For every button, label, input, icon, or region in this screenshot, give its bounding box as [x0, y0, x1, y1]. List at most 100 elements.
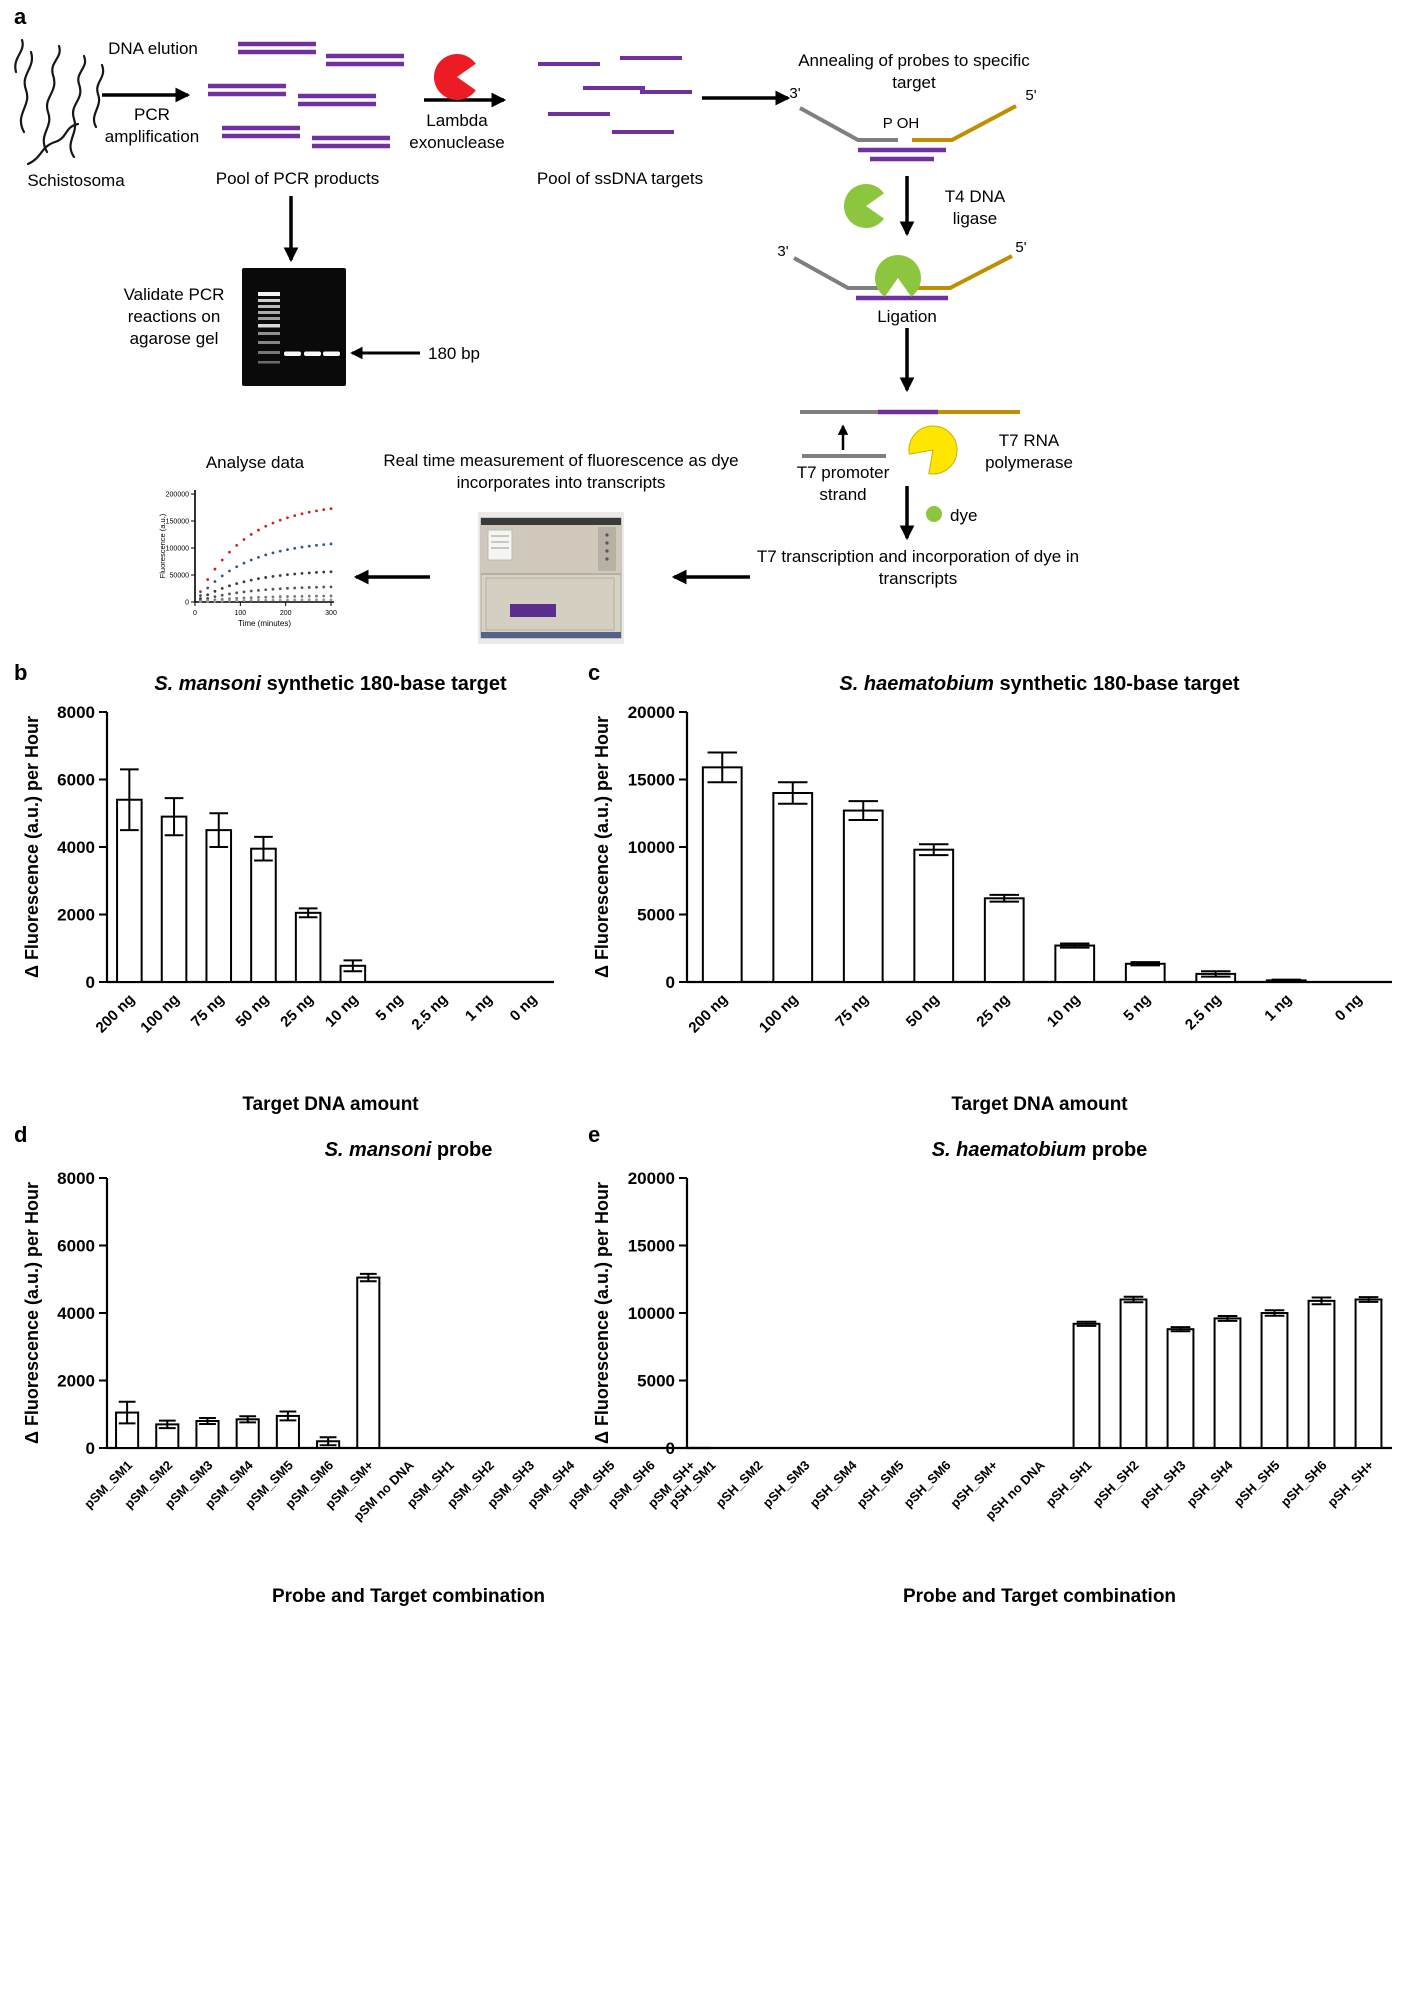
mini-data-point [199, 600, 202, 604]
workflow-graphics: 0 50000 100000 150000 200000 0 100 200 300 Fluore… [14, 38, 1020, 644]
chart-title: S. haematobium probe [932, 1139, 1148, 1161]
mini-data-point [271, 551, 275, 555]
bar [1166, 1328, 1195, 1449]
mini-data-point [271, 521, 275, 525]
bar [842, 809, 884, 983]
mini-data-point [220, 593, 224, 597]
mini-data-point [300, 545, 304, 549]
mini-data-point [322, 508, 326, 512]
mini-data-point [286, 598, 289, 602]
t7-polymerase-icon [908, 425, 958, 475]
x-category-label: 25 ng [277, 991, 317, 1031]
bar [160, 815, 188, 983]
chart-title: S. mansoni synthetic 180-base target [154, 673, 507, 695]
mini-data-point [228, 597, 231, 601]
dna-elution-label: DNA elution [108, 39, 198, 58]
x-category-label: pSH_SM4 [807, 1457, 861, 1511]
bar [250, 847, 277, 983]
mini-data-point [307, 598, 311, 602]
bar [356, 1276, 381, 1449]
chart-title: S. mansoni probe [325, 1139, 493, 1161]
panel-a-workflow: a [0, 0, 1412, 656]
mini-data-point [300, 586, 304, 590]
mini-data-point [278, 549, 282, 553]
y-tick-label: 15000 [628, 1237, 675, 1256]
mini-data-point [286, 586, 289, 590]
bar [1260, 1312, 1289, 1449]
x-category-label: 200 ng [685, 991, 731, 1037]
bar-chart-sm-target: S. mansoni synthetic 180-base target0200… [22, 673, 554, 1115]
mini-data-point [271, 595, 275, 599]
y-tick-label: 2000 [57, 906, 95, 925]
y-axis-label: Δ Fluorescence (a.u.) per Hour [22, 716, 42, 978]
mini-data-point [300, 594, 304, 598]
x-category-label: pSH_SH2 [1090, 1458, 1142, 1510]
mini-data-point [322, 543, 326, 546]
mini-data-point [264, 598, 268, 602]
workflow-arrows [102, 87, 915, 585]
x-category-label: 100 ng [756, 991, 802, 1037]
y-tick-label: 5000 [637, 906, 675, 925]
bar [1054, 944, 1096, 983]
mini-data-point [329, 598, 333, 602]
band-size-label: 180 bp [428, 344, 480, 363]
mini-data-point [228, 569, 231, 573]
mini-data-point [213, 589, 217, 593]
x-category-label: 2.5 ng [408, 991, 451, 1034]
x-category-label: 25 ng [973, 991, 1013, 1031]
mini-data-point [264, 595, 268, 599]
mini-data-point [242, 596, 246, 600]
ligase-on-construct-icon [875, 254, 921, 297]
mini-data-point [206, 586, 210, 590]
x-category-label: 1 ng [462, 991, 496, 1025]
bar [913, 848, 955, 983]
panel-letter-a: a [14, 4, 27, 29]
x-category-label: 2.5 ng [1182, 991, 1225, 1034]
mini-data-point [235, 596, 239, 600]
x-category-label: pSH_SM5 [854, 1458, 907, 1511]
realtime-measurement-label: Real time measurement of fluorescence as… [383, 451, 739, 492]
panel-letter-b: b [14, 660, 28, 685]
mini-data-point [329, 585, 333, 589]
mini-x-tick-label: 100 [234, 610, 246, 617]
y-tick-label: 4000 [57, 838, 95, 857]
x-category-label: pSH_SM3 [760, 1458, 813, 1511]
ligation-construct [793, 254, 1013, 301]
x-axis-label: Target DNA amount [951, 1094, 1128, 1115]
mini-data-point [329, 594, 333, 598]
mini-data-point [220, 558, 224, 562]
mini-data-point [206, 596, 210, 600]
y-tick-label: 15000 [628, 771, 675, 790]
mini-data-point [242, 580, 246, 584]
mini-data-point [322, 594, 326, 598]
dye-dot-icon [926, 506, 942, 522]
template-with-promoter [800, 409, 1020, 475]
mini-data-point [228, 550, 231, 554]
x-category-label: 100 ng [137, 991, 183, 1037]
x-category-label: 0 ng [1332, 991, 1366, 1025]
y-tick-label: 0 [666, 1439, 675, 1458]
bar [294, 911, 322, 983]
mini-data-point [315, 571, 318, 574]
mini-data-point [315, 598, 318, 602]
y-tick-label: 0 [666, 973, 675, 992]
ssdna-strands [538, 56, 692, 134]
bar [772, 792, 814, 983]
x-category-label: 75 ng [832, 991, 872, 1031]
mini-data-point [213, 580, 217, 583]
mini-data-point [307, 571, 311, 575]
bar [1213, 1317, 1242, 1449]
mini-x-axis-label: Time (minutes) [238, 619, 291, 628]
mini-y-tick-label: 50000 [170, 573, 190, 580]
mini-data-point [286, 516, 289, 520]
gel-image [242, 268, 346, 386]
ligation-label: Ligation [877, 307, 937, 326]
bar [235, 1418, 260, 1449]
bar [983, 897, 1025, 983]
x-category-label: 50 ng [903, 991, 943, 1031]
mini-data-point [315, 543, 318, 547]
five-prime-label-1: 5' [1025, 87, 1037, 104]
bar [1307, 1299, 1336, 1449]
mini-data-point [213, 567, 217, 571]
